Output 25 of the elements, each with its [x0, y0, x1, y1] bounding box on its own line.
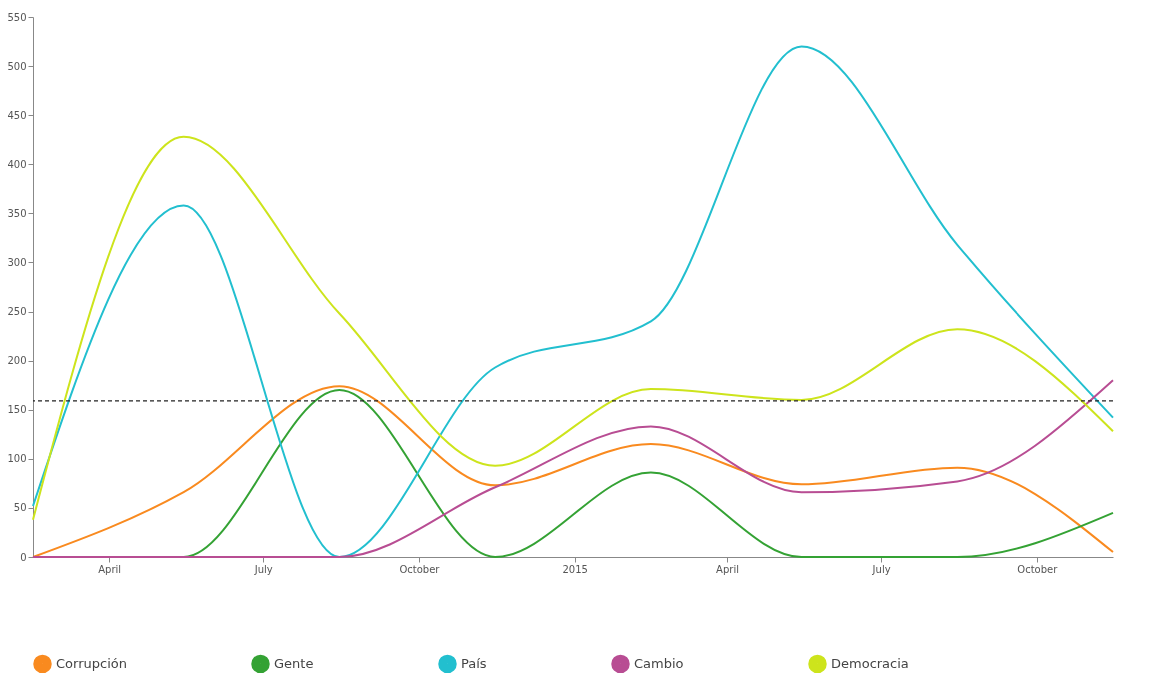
line-series — [32, 135, 1114, 521]
legend-label: País — [461, 655, 487, 671]
legend-label: Cambio — [634, 655, 684, 671]
y-tick-label: 300 — [7, 256, 27, 268]
x-tick-label: July — [871, 563, 891, 575]
x-tick-label: April — [716, 563, 739, 575]
y-tick-label: 50 — [13, 502, 27, 514]
x-tick-label: April — [98, 563, 122, 575]
y-tick-label: 500 — [7, 60, 27, 72]
y-tick-label: 350 — [7, 207, 27, 219]
y-tick-label: 100 — [7, 453, 27, 465]
y-tick-label: 150 — [7, 404, 27, 416]
y-tick-label: 0 — [20, 551, 27, 563]
legend-label: Democracia — [831, 655, 909, 671]
y-tick-label: 400 — [7, 158, 27, 170]
x-tick-label: October — [399, 563, 441, 575]
x-tick-label: July — [253, 563, 273, 575]
x-tick-label: October — [1017, 563, 1059, 575]
legend-label: Corrupción — [56, 655, 127, 671]
y-tick-label: 450 — [7, 109, 27, 121]
y-tick-label: 200 — [7, 355, 27, 367]
y-tick-label: 550 — [7, 11, 27, 23]
y-tick-label: 250 — [7, 306, 27, 318]
legend-label: Gente — [274, 655, 314, 671]
x-tick-label: 2015 — [562, 563, 588, 575]
